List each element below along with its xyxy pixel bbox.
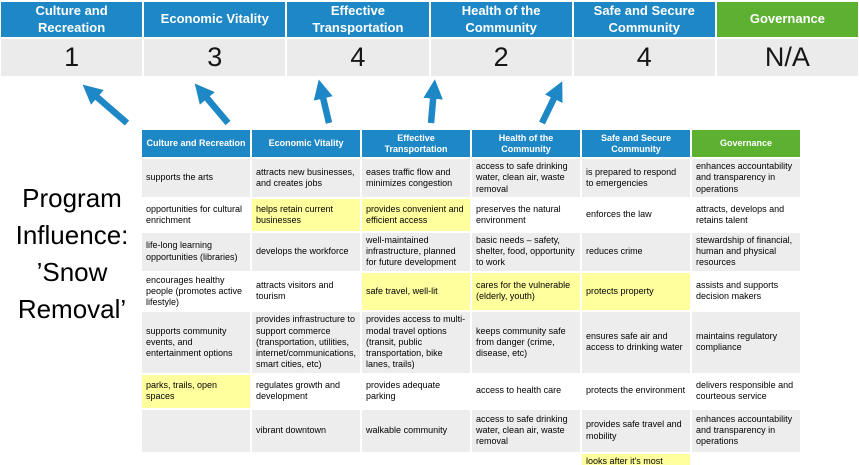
influence-matrix: Culture and RecreationEconomic VitalityE… <box>140 128 802 465</box>
matrix-cell-r2-c3: provides convenient and efficient access <box>361 198 471 232</box>
pillar-header-economic-vitality: Economic Vitality <box>144 2 285 37</box>
matrix-header-health-of-the-community: Health of the Community <box>471 129 581 158</box>
matrix-cell-r7-c2: vibrant downtown <box>251 409 361 453</box>
matrix-row-3: life-long learning opportunities (librar… <box>141 232 801 272</box>
matrix-cell-r4-c4: cares for the vulnerable (elderly, youth… <box>471 272 581 312</box>
matrix-cell-r8-c3 <box>361 453 471 465</box>
matrix-cell-r1-c5: is prepared to respond to emergencies <box>581 158 691 198</box>
matrix-header-governance: Governance <box>691 129 801 158</box>
matrix-cell-r6-c1: parks, trails, open spaces <box>141 374 251 409</box>
arrow-effective-transportation <box>321 89 329 123</box>
matrix-row-1: supports the artsattracts new businesses… <box>141 158 801 198</box>
matrix-header-culture-and-recreation: Culture and Recreation <box>141 129 251 158</box>
matrix-cell-r3-c6: stewardship of financial, human and phys… <box>691 232 801 272</box>
matrix-header-safe-and-secure-community: Safe and Secure Community <box>581 129 691 158</box>
matrix-cell-r4-c6: assists and supports decision makers <box>691 272 801 312</box>
matrix-cell-r3-c2: develops the workforce <box>251 232 361 272</box>
matrix-cell-r4-c3: safe travel, well-lit <box>361 272 471 312</box>
matrix-cell-r1-c1: supports the arts <box>141 158 251 198</box>
matrix-cell-r2-c2: helps retain current businesses <box>251 198 361 232</box>
matrix-cell-r2-c1: opportunities for cultural enrichment <box>141 198 251 232</box>
pillar-header-health-of-the-community: Health of the Community <box>431 2 572 37</box>
slide: Culture and RecreationEconomic VitalityE… <box>0 0 859 465</box>
matrix-row-5: supports community events, and entertain… <box>141 311 801 373</box>
pillar-header-governance: Governance <box>717 2 858 37</box>
matrix-cell-r7-c3: walkable community <box>361 409 471 453</box>
matrix-header-economic-vitality: Economic Vitality <box>251 129 361 158</box>
matrix-row-8: looks after it's most vulnerable <box>141 453 801 465</box>
matrix-cell-r4-c5: protects property <box>581 272 691 312</box>
matrix-cell-r5-c4: keeps community safe from danger (crime,… <box>471 311 581 373</box>
matrix-cell-r8-c2 <box>251 453 361 465</box>
arrow-culture-recreation <box>90 91 127 123</box>
pillar-score-governance: N/A <box>717 39 858 76</box>
program-influence-label: Program Influence: <box>3 180 141 254</box>
matrix-cell-r8-c5: looks after it's most vulnerable <box>581 453 691 465</box>
matrix-cell-r7-c5: provides safe travel and mobility <box>581 409 691 453</box>
matrix-cell-r1-c6: enhances accountability and transparency… <box>691 158 801 198</box>
matrix-cell-r5-c2: provides infrastructure to support comme… <box>251 311 361 373</box>
matrix-cell-r6-c4: access to health care <box>471 374 581 409</box>
pillar-score-safe-and-secure-community: 4 <box>574 39 715 76</box>
matrix-cell-r5-c6: maintains regulatory compliance <box>691 311 801 373</box>
program-name: ’Snow Removal’ <box>3 254 141 328</box>
matrix-cell-r5-c5: ensures safe air and access to drinking … <box>581 311 691 373</box>
matrix-cell-r6-c6: delivers responsible and courteous servi… <box>691 374 801 409</box>
matrix-cell-r8-c6 <box>691 453 801 465</box>
matrix-row-4: encourages healthy people (promotes acti… <box>141 272 801 312</box>
matrix-cell-r3-c1: life-long learning opportunities (librar… <box>141 232 251 272</box>
arrow-safe-secure <box>542 90 558 123</box>
matrix-cell-r5-c3: provides access to multi-modal travel op… <box>361 311 471 373</box>
matrix-cell-r7-c1 <box>141 409 251 453</box>
matrix-cell-r8-c4 <box>471 453 581 465</box>
pillar-header-safe-and-secure-community: Safe and Secure Community <box>574 2 715 37</box>
pillar-score-effective-transportation: 4 <box>287 39 428 76</box>
matrix-cell-r1-c3: eases traffic flow and minimizes congest… <box>361 158 471 198</box>
matrix-row-6: parks, trails, open spacesregulates grow… <box>141 374 801 409</box>
matrix-cell-r1-c2: attracts new businesses, and creates job… <box>251 158 361 198</box>
pillar-header-culture-and-recreation: Culture and Recreation <box>1 2 142 37</box>
matrix-cell-r6-c3: provides adequate parking <box>361 374 471 409</box>
matrix-cell-r4-c1: encourages healthy people (promotes acti… <box>141 272 251 312</box>
influence-arrows <box>0 78 859 130</box>
matrix-cell-r4-c2: attracts visitors and tourism <box>251 272 361 312</box>
pillar-summary-band: Culture and RecreationEconomic VitalityE… <box>1 2 858 76</box>
matrix-cell-r1-c4: access to safe drinking water, clean air… <box>471 158 581 198</box>
matrix-cell-r6-c5: protects the environment <box>581 374 691 409</box>
pillar-score-economic-vitality: 3 <box>144 39 285 76</box>
matrix-cell-r3-c3: well-maintained infrastructure, planned … <box>361 232 471 272</box>
pillar-header-effective-transportation: Effective Transportation <box>287 2 428 37</box>
matrix-cell-r6-c2: regulates growth and development <box>251 374 361 409</box>
matrix-header-effective-transportation: Effective Transportation <box>361 129 471 158</box>
pillar-score-culture-and-recreation: 1 <box>1 39 142 76</box>
arrow-health-community <box>431 89 434 123</box>
matrix-cell-r3-c4: basic needs – safety, shelter, food, opp… <box>471 232 581 272</box>
matrix-cell-r8-c1 <box>141 453 251 465</box>
matrix-cell-r7-c6: enhances accountability and transparency… <box>691 409 801 453</box>
matrix-cell-r2-c6: attracts, develops and retains talent <box>691 198 801 232</box>
matrix-cell-r2-c4: preserves the natural environment <box>471 198 581 232</box>
arrow-economic-vitality <box>201 91 228 123</box>
matrix-cell-r3-c5: reduces crime <box>581 232 691 272</box>
matrix-row-2: opportunities for cultural enrichmenthel… <box>141 198 801 232</box>
matrix-cell-r2-c5: enforces the law <box>581 198 691 232</box>
matrix-cell-r5-c1: supports community events, and entertain… <box>141 311 251 373</box>
matrix-cell-r7-c4: access to safe drinking water, clean air… <box>471 409 581 453</box>
pillar-score-health-of-the-community: 2 <box>431 39 572 76</box>
matrix-row-7: vibrant downtownwalkable communityaccess… <box>141 409 801 453</box>
program-influence-title: Program Influence: ’Snow Removal’ <box>3 180 141 328</box>
